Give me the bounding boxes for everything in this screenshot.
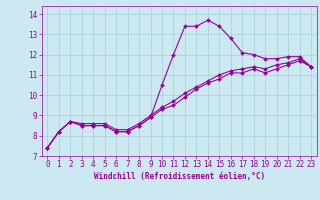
X-axis label: Windchill (Refroidissement éolien,°C): Windchill (Refroidissement éolien,°C) xyxy=(94,172,265,181)
